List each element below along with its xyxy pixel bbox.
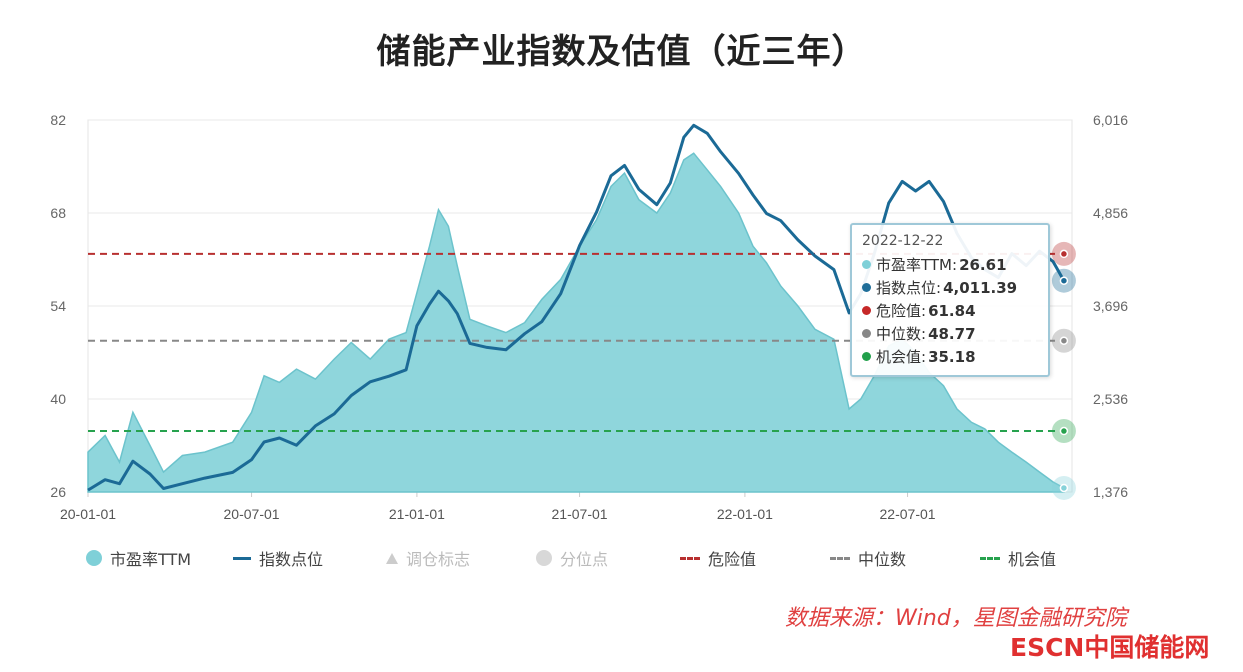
data-source: 数据来源：Wind，星图金融研究院 <box>785 606 1127 631</box>
legend-danger-label: 危险值 <box>708 550 757 569</box>
x-tick-label: 20-07-01 <box>224 506 280 522</box>
legend-index-label: 指数点位 <box>259 550 324 569</box>
legend-item-quantile[interactable]: 分位点 <box>536 546 608 570</box>
legend-danger-dash-icon <box>680 556 700 560</box>
tooltip-pe-dot-icon <box>862 260 871 269</box>
y-right-tick-label: 3,696 <box>1093 298 1128 314</box>
series-index-line <box>87 123 1066 492</box>
legend-item-adjust[interactable]: 调仓标志 <box>386 546 470 570</box>
x-tick-label: 22-01-01 <box>717 506 773 522</box>
y-right-tick-label: 4,856 <box>1093 205 1128 221</box>
danger-marker <box>1059 249 1069 259</box>
x-tick-label: 20-01-01 <box>60 506 116 522</box>
tooltip-index-value: 4,011.39 <box>943 278 1018 297</box>
legend-item-pe[interactable]: 市盈率TTM <box>86 546 191 570</box>
legend-adjust-triangle-icon <box>386 552 398 564</box>
x-tick-label: 21-01-01 <box>389 506 445 522</box>
legend-pe-dot-icon <box>86 550 102 566</box>
y-right-tick-label: 2,536 <box>1093 391 1128 407</box>
pe-marker <box>1059 483 1069 493</box>
tooltip: 2022-12-22 市盈率TTM: 26.61 指数点位: 4,011.39 … <box>850 223 1050 377</box>
tooltip-chance-dot-icon <box>862 352 871 361</box>
x-tick-label: 21-07-01 <box>552 506 608 522</box>
tooltip-danger-label: 危险值: <box>876 302 927 320</box>
legend: 市盈率TTM 指数点位 调仓标志 分位点 危险值 中位数 机会值 <box>80 546 1080 574</box>
tooltip-row-danger: 危险值: 61.84 <box>862 299 1038 322</box>
legend-item-median[interactable]: 中位数 <box>830 546 906 570</box>
series-pe-area <box>87 152 1065 493</box>
legend-quantile-dot-icon <box>536 550 552 566</box>
y-right-tick-label: 6,016 <box>1093 112 1128 128</box>
legend-chance-dash-icon <box>980 556 1000 560</box>
legend-median-dash-icon <box>830 556 850 560</box>
y-left-tick-label: 68 <box>50 205 66 221</box>
legend-median-label: 中位数 <box>858 550 907 569</box>
chance-marker <box>1059 426 1069 436</box>
median-marker <box>1059 336 1069 345</box>
y-left-tick-label: 82 <box>50 112 66 128</box>
tooltip-row-index: 指数点位: 4,011.39 <box>862 276 1038 299</box>
tooltip-row-pe: 市盈率TTM: 26.61 <box>862 253 1038 276</box>
tooltip-median-value: 48.77 <box>928 324 976 343</box>
y-left-tick-label: 26 <box>50 484 66 500</box>
y-right-tick-label: 1,376 <box>1093 484 1128 500</box>
tooltip-date: 2022-12-22 <box>862 233 944 249</box>
tooltip-danger-value: 61.84 <box>928 301 976 320</box>
chart-title: 储能产业指数及估值（近三年） <box>376 32 867 72</box>
tooltip-pe-value: 26.61 <box>959 255 1007 274</box>
tooltip-chance-label: 机会值: <box>876 348 927 366</box>
legend-quantile-label: 分位点 <box>560 550 609 569</box>
tooltip-pe-label: 市盈率TTM: <box>876 256 958 274</box>
legend-pe-label: 市盈率TTM <box>110 550 192 569</box>
y-left-tick-label: 40 <box>50 391 66 407</box>
legend-item-index[interactable]: 指数点位 <box>233 546 323 570</box>
x-tick-label: 22-07-01 <box>880 506 936 522</box>
legend-adjust-label: 调仓标志 <box>406 550 471 569</box>
legend-item-chance[interactable]: 机会值 <box>980 546 1056 570</box>
legend-chance-label: 机会值 <box>1008 550 1057 569</box>
legend-item-danger[interactable]: 危险值 <box>680 546 756 570</box>
tooltip-median-label: 中位数: <box>876 325 927 343</box>
tooltip-median-dot-icon <box>862 329 871 338</box>
tooltip-row-chance: 机会值: 35.18 <box>862 345 1038 368</box>
y-left-tick-label: 54 <box>50 298 66 314</box>
index-marker <box>1059 276 1069 285</box>
tooltip-chance-value: 35.18 <box>928 347 976 366</box>
tooltip-index-label: 指数点位: <box>876 279 942 297</box>
tooltip-index-dot-icon <box>862 283 871 292</box>
tooltip-row-median: 中位数: 48.77 <box>862 322 1038 345</box>
tooltip-danger-dot-icon <box>862 306 871 315</box>
legend-index-line-icon <box>233 556 251 560</box>
escn-logo: ESCN中国储能网 <box>1010 633 1210 662</box>
